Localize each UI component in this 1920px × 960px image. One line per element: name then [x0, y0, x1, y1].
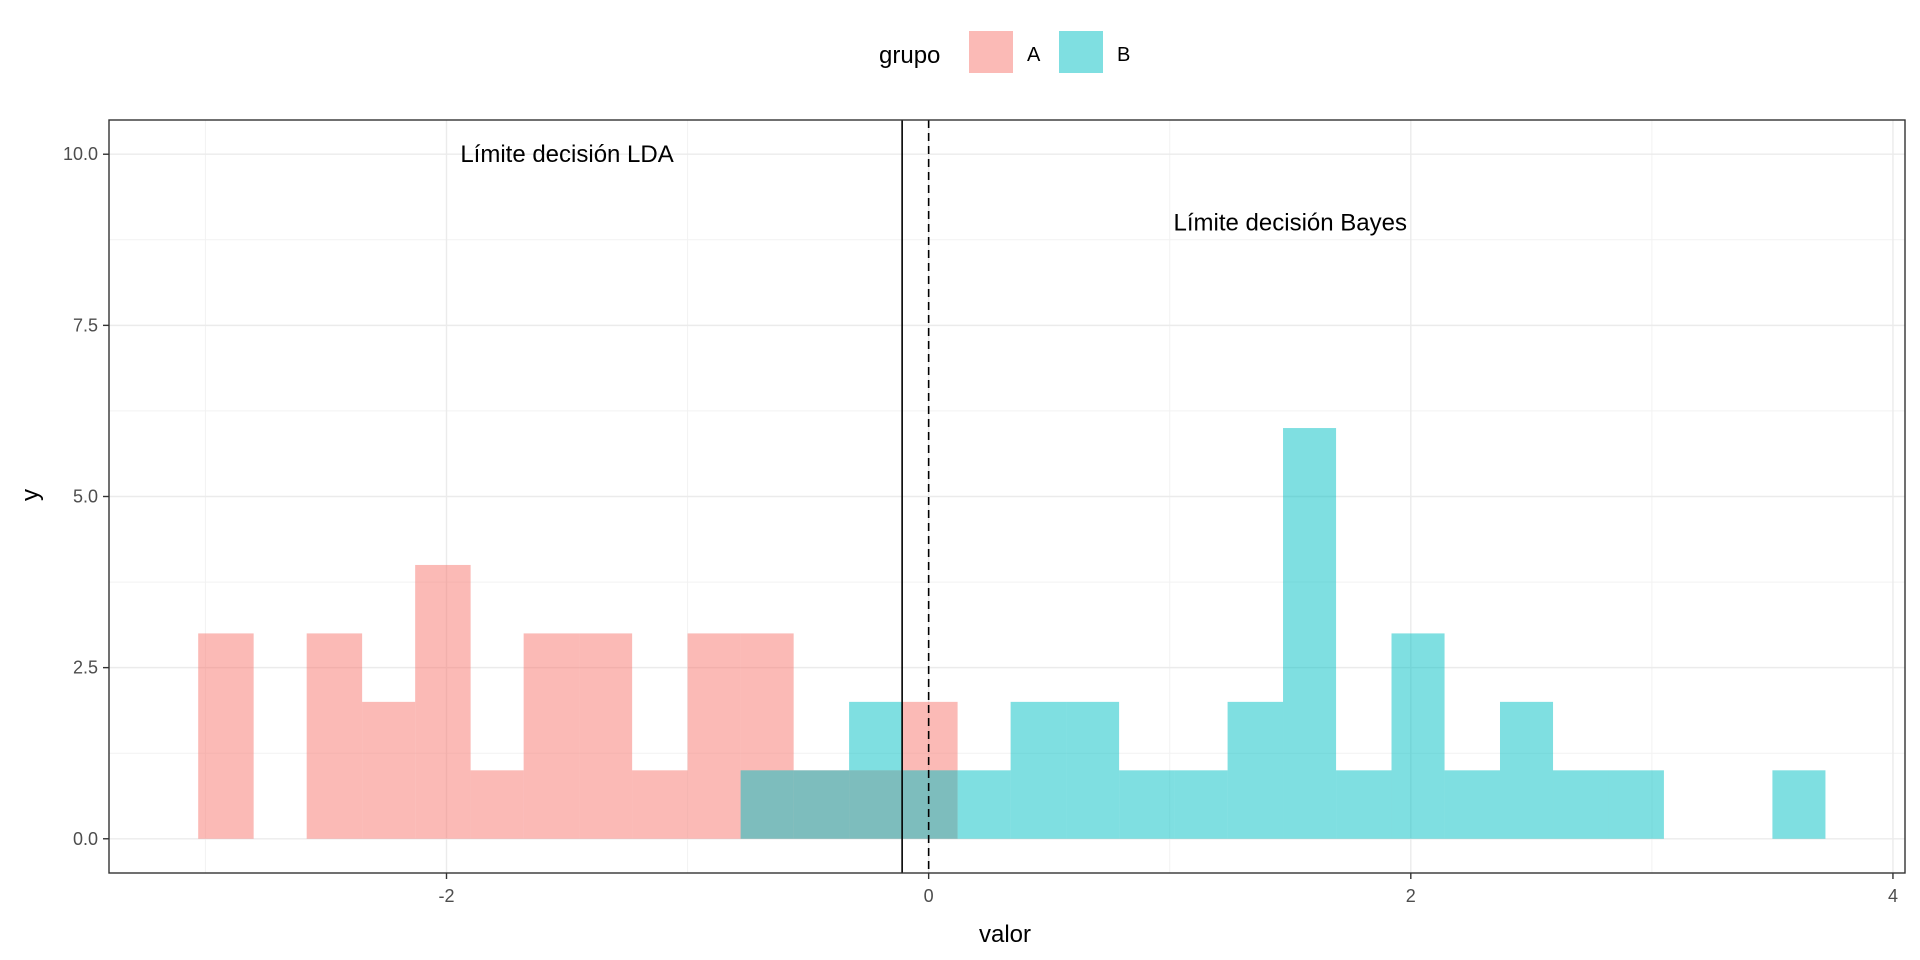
bar-A	[306, 633, 363, 839]
decision-label-1: Límite decisión LDA	[460, 141, 673, 168]
decision-label-2: Límite decisión Bayes	[1174, 210, 1407, 237]
bar-A	[470, 770, 524, 839]
bar-B	[1499, 701, 1554, 839]
x-tick-label: 0	[924, 886, 934, 906]
y-tick-label: 5.0	[73, 487, 98, 507]
y-tick-label: 2.5	[73, 658, 98, 678]
bar-B	[1391, 633, 1445, 839]
bar-A	[362, 701, 416, 839]
y-tick-label: 0.0	[73, 829, 98, 849]
bar-B	[849, 701, 903, 839]
bar-B	[1119, 770, 1175, 839]
bar-B	[1227, 701, 1284, 839]
bar-A	[579, 633, 633, 839]
bar-A	[415, 564, 471, 839]
bar-B	[1283, 428, 1337, 839]
bar-B	[1608, 770, 1664, 839]
axes: -2 0 2 4 0.0 2.5 5.0 7.5 10.0	[63, 144, 1898, 906]
bar-B	[740, 770, 794, 839]
x-tick-label: 4	[1888, 886, 1898, 906]
x-tick-label: 2	[1406, 886, 1416, 906]
bar-B	[1010, 701, 1067, 839]
decision-lines	[901, 120, 930, 873]
legend-label-b: B	[1117, 44, 1130, 66]
bar-A	[523, 633, 580, 839]
bar-B	[1772, 770, 1826, 839]
bar-A	[632, 770, 688, 839]
legend-title: grupo	[879, 42, 940, 69]
legend: grupo A B	[879, 31, 1130, 73]
bar-B	[1553, 770, 1609, 839]
bar-B	[1066, 701, 1120, 839]
legend-label-a: A	[1027, 44, 1041, 66]
annotations: Límite decisión LDA Límite decisión Bayes	[460, 141, 1407, 236]
bar-A	[687, 633, 741, 839]
legend-key-a	[969, 31, 1013, 73]
bar-B	[793, 770, 850, 839]
y-axis-title: y	[17, 489, 44, 501]
bar-B	[1444, 770, 1500, 839]
bars	[198, 428, 1826, 839]
x-axis-title: valor	[979, 921, 1031, 948]
bar-A	[198, 633, 254, 839]
y-tick-label: 7.5	[73, 315, 98, 335]
x-tick-label: -2	[438, 886, 454, 906]
bar-B	[1174, 770, 1228, 839]
bar-B	[902, 770, 958, 839]
y-tick-label: 10.0	[63, 144, 98, 164]
bar-B	[1336, 770, 1392, 839]
series-A	[198, 564, 958, 839]
series-B	[740, 428, 1826, 839]
legend-key-b	[1059, 31, 1103, 73]
bar-B	[957, 770, 1011, 839]
